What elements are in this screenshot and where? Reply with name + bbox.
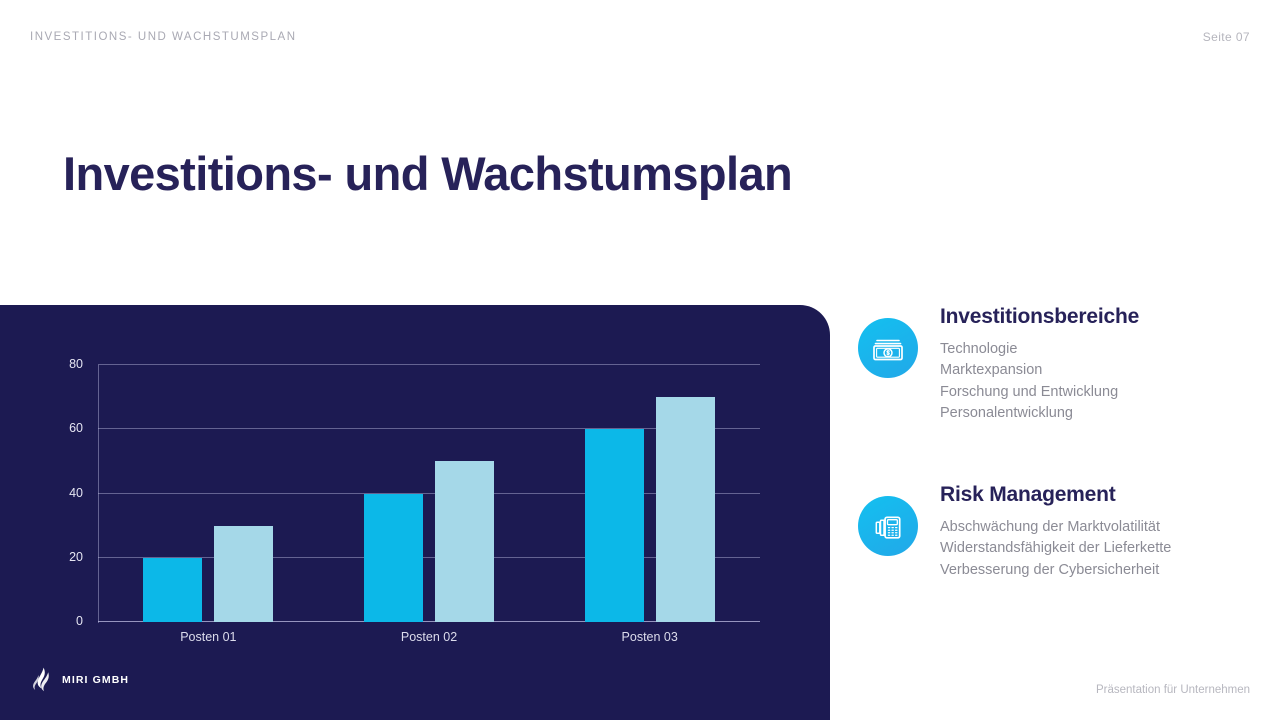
chart-bar [214, 525, 274, 622]
brand-name: MIRI GMBH [62, 674, 130, 686]
chart-gridline: 40 [69, 486, 760, 500]
chart-gridline: 80 [69, 357, 760, 371]
page-title: Investitions- und Wachstumsplan [63, 147, 793, 200]
info-block-investitionsbereiche: Investitionsbereiche Technologie Marktex… [858, 305, 1258, 424]
y-axis-tick-label: 20 [69, 549, 83, 564]
y-axis-tick-label: 40 [69, 485, 83, 500]
slide-eyebrow: INVESTITIONS- UND WACHSTUMSPLAN [30, 31, 297, 43]
info-list-risk-management: Abschwächung der Marktvolatilität Widers… [940, 517, 1258, 581]
chart-group-bars [319, 365, 540, 622]
list-item: Marktexpansion [940, 362, 1043, 379]
list-item: Abschwächung der Marktvolatilität [940, 519, 1161, 536]
x-axis-tick-label: Posten 02 [400, 630, 458, 644]
chart-group-bars [539, 365, 760, 622]
list-item: Widerstandsfähigkeit der Lieferkette [940, 540, 1172, 557]
info-list-investitionsbereiche: Technologie Marktexpansion Forschung und… [940, 339, 1258, 424]
chart-bar [655, 397, 715, 622]
chart-group: Posten 01 [98, 365, 319, 644]
chart-bar [143, 557, 203, 622]
chart-group: Posten 03 [539, 365, 760, 644]
chart-baseline [98, 621, 760, 622]
info-column: Investitionsbereiche Technologie Marktex… [858, 305, 1258, 581]
banknote-icon [858, 318, 918, 378]
chart-gridline: 20 [69, 550, 760, 564]
chart-bar [364, 493, 423, 622]
x-axis-tick-label: Posten 03 [621, 630, 678, 644]
bar-chart: 0 20 40 60 80 Posten 01 Posten 02 Posten 03 [69, 357, 760, 644]
y-axis-tick-label: 80 [69, 357, 83, 371]
chart-y-axis [98, 365, 99, 623]
y-axis-tick-label: 0 [76, 614, 83, 628]
list-item: Technologie [940, 341, 1018, 357]
info-block-risk-management: Risk Management Abschwächung der Marktvo… [858, 483, 1258, 581]
footer-note: Präsentation für Unternehmen [1095, 684, 1250, 696]
chart-group: Posten 02 [319, 365, 540, 644]
list-item: Verbesserung der Cybersicherheit [940, 561, 1160, 578]
page-number: Seite 07 [1202, 30, 1250, 44]
info-heading: Investitionsbereiche [940, 305, 1140, 328]
chart-group-bars [98, 365, 319, 622]
chart-gridline: 60 [69, 421, 760, 435]
brand-logo: MIRI GMBH [30, 667, 129, 693]
chart-bar-groups: Posten 01 Posten 02 Posten 03 [98, 365, 760, 644]
chart-panel: 0 20 40 60 80 Posten 01 Posten 02 Posten 03 MI… [0, 305, 830, 720]
list-item: Forschung und Entwicklung [940, 383, 1119, 400]
chart-bar [435, 461, 494, 622]
x-axis-tick-label: Posten 01 [180, 630, 237, 644]
y-axis-tick-label: 60 [69, 421, 83, 436]
card-terminal-icon [858, 496, 918, 557]
flame-logo-icon [30, 667, 52, 693]
chart-bar [584, 429, 644, 622]
info-heading: Risk Management [940, 483, 1116, 507]
list-item: Personalentwicklung [940, 404, 1073, 421]
